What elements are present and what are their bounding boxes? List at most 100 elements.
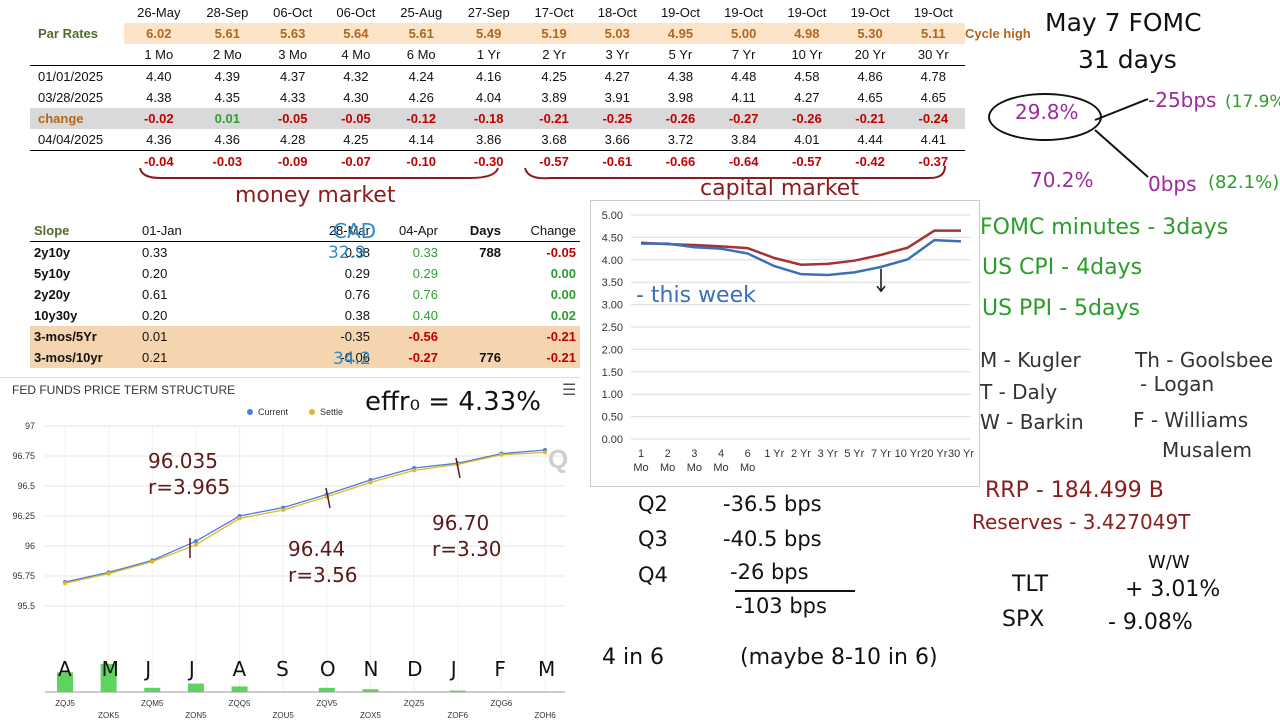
ff-month-letter: J — [187, 657, 195, 681]
ff-point — [368, 480, 373, 485]
yc-ytick: 4.00 — [602, 255, 623, 267]
change-cell: -0.27 — [712, 108, 776, 129]
ff-xtick: ZQG6 — [490, 699, 512, 708]
note-speaker-t: T - Daly — [980, 380, 1058, 404]
note-speaker-logan: - Logan — [1140, 372, 1215, 396]
cycle-high-label: Cycle high — [965, 26, 1031, 41]
ff-annot-rate: r=3.56 — [288, 563, 358, 587]
note-speaker-m: M - Kugler — [980, 348, 1081, 372]
yield-curve-chart: 0.00 0.50 1.00 1.50 2.00 2.50 3.00 3.50 4.00 4.50… — [590, 200, 980, 487]
yc-xtick: Mo — [660, 462, 675, 474]
legend-settle: Settle — [320, 407, 343, 417]
yc-xtick: 1 — [638, 448, 644, 460]
delta-cell: -0.37 — [918, 154, 949, 169]
ff-point — [543, 450, 547, 455]
tenor-cell: 4 Mo — [324, 44, 388, 66]
ff-ytick: 95.5 — [17, 601, 35, 611]
row-0328: 03/28/2025 4.38 4.35 4.33 4.30 4.26 4.04 3.89 3… — [30, 87, 965, 108]
yc-xtick: 7 Yr — [871, 448, 891, 460]
change-cell: 0.01 — [193, 108, 262, 129]
fed-funds-chart: Current Settle 95.5 95.75 96 96.25 96.5 96.75 97… — [12, 407, 568, 718]
yc-ytick: 0.50 — [602, 412, 623, 424]
note-hold-alt: (82.1%) — [1208, 172, 1280, 193]
ff-point — [63, 581, 67, 586]
par-cell: 5.63 — [261, 23, 325, 44]
yc-ytick: 4.50 — [602, 232, 623, 244]
par-cell: 5.11 — [901, 23, 965, 44]
row-0404: 04/04/2025 4.36 4.36 4.28 4.25 4.14 3.86 3.68 3… — [30, 129, 965, 151]
yc-xtick: 10 Yr — [895, 448, 921, 460]
change-cell: -0.05 — [324, 108, 388, 129]
ff-ytick: 95.75 — [12, 571, 35, 581]
yc-xtick: Mo — [740, 462, 755, 474]
note-ww: W/W — [1148, 552, 1190, 573]
ff-point — [237, 516, 242, 521]
slope-header-apr: 04-Apr — [374, 220, 442, 242]
rate-cell: 3.68 — [522, 129, 586, 151]
legend-current: Current — [258, 407, 289, 417]
note-effr: effr₀ = 4.33% — [365, 387, 541, 417]
note-cuts-alt: (maybe 8-10 in 6) — [740, 645, 938, 670]
note-fomc-days: 31 days — [1078, 45, 1177, 74]
yc-ytick: 1.00 — [602, 389, 623, 401]
note-money-market: money market — [235, 183, 396, 208]
tenor-cell: 30 Yr — [901, 44, 965, 66]
ff-xtick: ZQZ5 — [404, 699, 425, 708]
yield-curve-svg: 0.00 0.50 1.00 1.50 2.00 2.50 3.00 3.50 4.00 4.50… — [602, 210, 975, 474]
tenor-cell: 10 Yr — [775, 44, 839, 66]
slope-mar-cell: -0.35 — [256, 326, 374, 347]
slope-jan-cell: 0.20 — [142, 266, 168, 281]
note-spx: SPX — [1002, 607, 1045, 632]
tenor-row: 1 Mo 2 Mo 3 Mo 4 Mo 6 Mo 1 Yr 2 Yr 3 Yr 5 Yr 7 Yr… — [30, 44, 965, 66]
yc-xtick: Mo — [687, 462, 702, 474]
tenor-cell: 3 Mo — [261, 44, 325, 66]
ff-volume-bar — [362, 689, 379, 692]
row-label: 04/04/2025 — [30, 129, 124, 151]
slope-days-cell — [442, 305, 505, 326]
rate-cell: 3.84 — [712, 129, 776, 151]
tenor-cell: 2 Yr — [522, 44, 586, 66]
yc-xtick: Mo — [713, 462, 728, 474]
date-cell: 06-Oct — [273, 5, 313, 20]
date-row: 26-May 28-Sep 06-Oct 06-Oct 25-Aug 27-Sep 17-O… — [30, 2, 965, 23]
ff-volume-bar — [275, 691, 292, 692]
ff-volume-bar — [318, 687, 335, 692]
note-hold-bps: 0bps — [1148, 172, 1197, 196]
ff-volume-bar — [144, 687, 161, 692]
ff-series-line — [64, 449, 546, 583]
rate-cell: 3.89 — [541, 90, 567, 105]
slope-header-jan: 01-Jan — [138, 220, 256, 242]
slope-change-cell: 0.00 — [550, 266, 576, 281]
change-cell: -0.21 — [522, 108, 586, 129]
slope-days-cell — [442, 326, 505, 347]
ff-point — [193, 542, 198, 547]
tenor-cell: 7 Yr — [712, 44, 776, 66]
slope-table: Slope 01-Jan 28-Mar 04-Apr Days Change 2… — [30, 220, 580, 368]
rate-cell: 4.38 — [146, 90, 172, 105]
slope-name-cell: 10y30y — [34, 308, 78, 323]
note-fomc-minutes: FOMC minutes - 3days — [980, 215, 1229, 240]
ff-point — [281, 508, 286, 512]
ff-xtick: ZQF6 — [448, 711, 469, 718]
note-tlt: TLT — [1012, 572, 1049, 597]
change-cell: -0.05 — [261, 108, 325, 129]
change-cell: -0.25 — [585, 108, 649, 129]
ff-month-letter: M — [102, 657, 119, 681]
rate-cell: 4.04 — [476, 90, 502, 105]
slope-row: 2y10y 0.33 0.38 0.33 788 -0.05 — [30, 242, 580, 264]
hamburger-menu-icon[interactable]: ☰ — [562, 382, 577, 399]
row-label: 01/01/2025 — [38, 69, 104, 84]
rate-cell: 4.35 — [214, 90, 240, 105]
ff-point — [150, 559, 155, 564]
slope-days-cell — [442, 284, 505, 305]
rate-cell: 4.33 — [280, 90, 306, 105]
slope-change-cell: -0.21 — [505, 326, 580, 347]
fed-funds-title: FED FUNDS PRICE TERM STRUCTURE — [12, 383, 236, 397]
rate-cell: 3.66 — [585, 129, 649, 151]
slope-header: Slope 01-Jan 28-Mar 04-Apr Days Change — [30, 220, 580, 242]
ff-point — [499, 452, 504, 457]
slope-name-cell: 2y20y — [34, 287, 71, 302]
ff-month-letter: J — [449, 657, 457, 681]
slope-jan-cell: 0.33 — [142, 245, 168, 260]
slope-header-change: Change — [505, 220, 580, 242]
